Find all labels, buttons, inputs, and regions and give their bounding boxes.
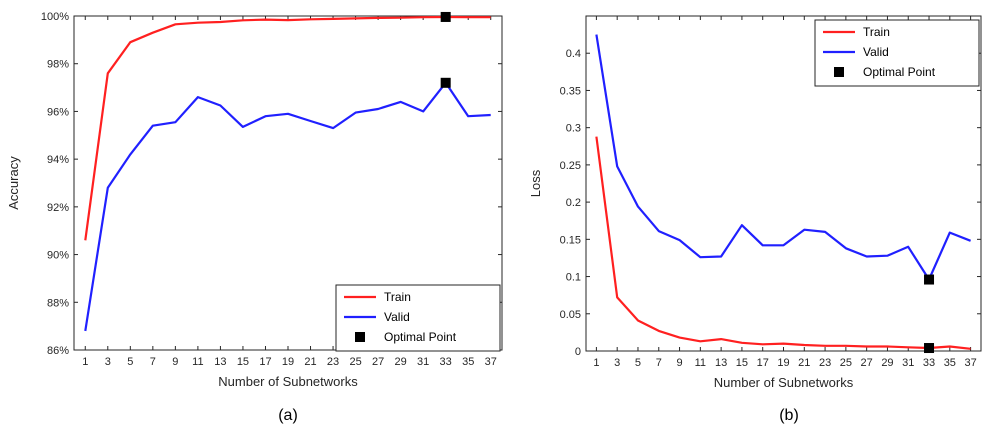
chart1-y-tick-label: 98% — [47, 59, 69, 71]
chart1-x-tick-label: 25 — [349, 356, 361, 368]
chart2-y-axis-label: Loss — [528, 169, 543, 197]
chart1-y-tick-label: 86% — [47, 345, 69, 357]
chart2-x-tick-label: 23 — [819, 357, 831, 369]
chart2-x-tick-label: 3 — [614, 357, 620, 369]
chart1-x-tick-label: 13 — [214, 356, 226, 368]
chart1-series-line-valid — [84, 81, 491, 332]
chart1-legend-label: Train — [384, 290, 411, 304]
chart2-x-tick-label: 21 — [798, 357, 810, 369]
chart2-x-tick-label: 31 — [902, 357, 914, 369]
chart2-x-tick-label: 7 — [656, 357, 662, 369]
chart2-x-tick-label: 17 — [757, 357, 769, 369]
chart2-legend-swatch-optimal-point — [834, 67, 844, 77]
chart1-x-tick-label: 35 — [462, 356, 474, 368]
chart1-x-tick-label: 33 — [440, 356, 452, 368]
chart1-y-tick-label: 92% — [47, 202, 69, 214]
chart1-x-tick-label: 19 — [282, 356, 294, 368]
chart2-x-tick-label: 25 — [840, 357, 852, 369]
chart1-legend-label: Optimal Point — [384, 330, 457, 344]
chart2-x-tick-label: 1 — [593, 357, 599, 369]
chart1-y-tick-label: 96% — [47, 106, 69, 118]
chart1-x-tick-label: 9 — [172, 356, 178, 368]
chart1-x-tick-label: 23 — [327, 356, 339, 368]
chart2-x-tick-label: 15 — [736, 357, 748, 369]
chart2-series-line-train — [595, 136, 971, 350]
chart2-y-tick-label: 0.15 — [560, 234, 581, 246]
chart2-x-tick-label: 13 — [715, 357, 727, 369]
chart2-legend-label: Valid — [863, 45, 889, 59]
chart1-legend-label: Valid — [384, 310, 410, 324]
chart2-y-tick-label: 0.35 — [560, 85, 581, 97]
chart1-x-tick-label: 3 — [105, 356, 111, 368]
chart2-optimal-point-marker — [924, 274, 935, 285]
chart2-x-tick-label: 11 — [695, 357, 706, 369]
chart2-x-tick-label: 27 — [861, 357, 873, 369]
chart2-x-tick-label: 19 — [777, 357, 789, 369]
chart1-x-tick-label: 27 — [372, 356, 384, 368]
chart2-y-tick-label: 0 — [575, 346, 581, 358]
chart1-x-tick-label: 31 — [417, 356, 429, 368]
chart2-y-tick-label: 0.4 — [566, 48, 581, 60]
chart1-x-tick-label: 15 — [237, 356, 249, 368]
chart2-x-axis-label: Number of Subnetworks — [714, 375, 854, 390]
chart1-x-tick-label: 37 — [485, 356, 497, 368]
chart2-y-tick-label: 0.2 — [566, 197, 581, 209]
chart1-x-tick-label: 21 — [304, 356, 316, 368]
chart2-panel-caption: (b) — [779, 407, 799, 424]
chart1-x-tick-label: 5 — [127, 356, 133, 368]
chart2-legend-label: Train — [863, 25, 890, 39]
chart2-x-tick-label: 35 — [944, 357, 956, 369]
chart1-panel-caption: (a) — [278, 407, 298, 424]
chart2-x-tick-label: 9 — [676, 357, 682, 369]
chart1-x-tick-label: 17 — [259, 356, 271, 368]
chart2-x-tick-label: 29 — [881, 357, 893, 369]
chart2-legend-label: Optimal Point — [863, 65, 936, 79]
chart1-series-line-train — [84, 15, 491, 241]
chart1-optimal-point-marker — [440, 11, 451, 22]
chart2-y-tick-label: 0.05 — [560, 309, 581, 321]
chart2-y-tick-label: 0.25 — [560, 160, 581, 172]
chart2-y-tick-label: 0.3 — [566, 123, 581, 135]
chart1-y-tick-label: 100% — [41, 11, 69, 23]
chart1-optimal-point-marker — [440, 77, 451, 88]
chart2-optimal-point-marker — [924, 343, 935, 354]
chart2-series-line-valid — [595, 34, 972, 281]
chart2-x-tick-label: 5 — [635, 357, 641, 369]
chart1-x-tick-label: 1 — [82, 356, 88, 368]
chart2-y-tick-label: 0.1 — [566, 272, 581, 284]
chart1-y-tick-label: 88% — [47, 297, 69, 309]
chart2-x-tick-label: 37 — [964, 357, 976, 369]
chart2-x-tick-label: 33 — [923, 357, 935, 369]
chart1-y-tick-label: 94% — [47, 154, 69, 166]
chart1-x-tick-label: 7 — [150, 356, 156, 368]
chart1-x-axis-label: Number of Subnetworks — [218, 374, 358, 389]
chart1-x-tick-label: 29 — [395, 356, 407, 368]
chart1-y-axis-label: Accuracy — [6, 156, 21, 210]
chart1-legend-swatch-optimal-point — [355, 332, 365, 342]
chart1-y-tick-label: 90% — [47, 250, 69, 262]
chart1-x-tick-label: 11 — [192, 356, 203, 368]
